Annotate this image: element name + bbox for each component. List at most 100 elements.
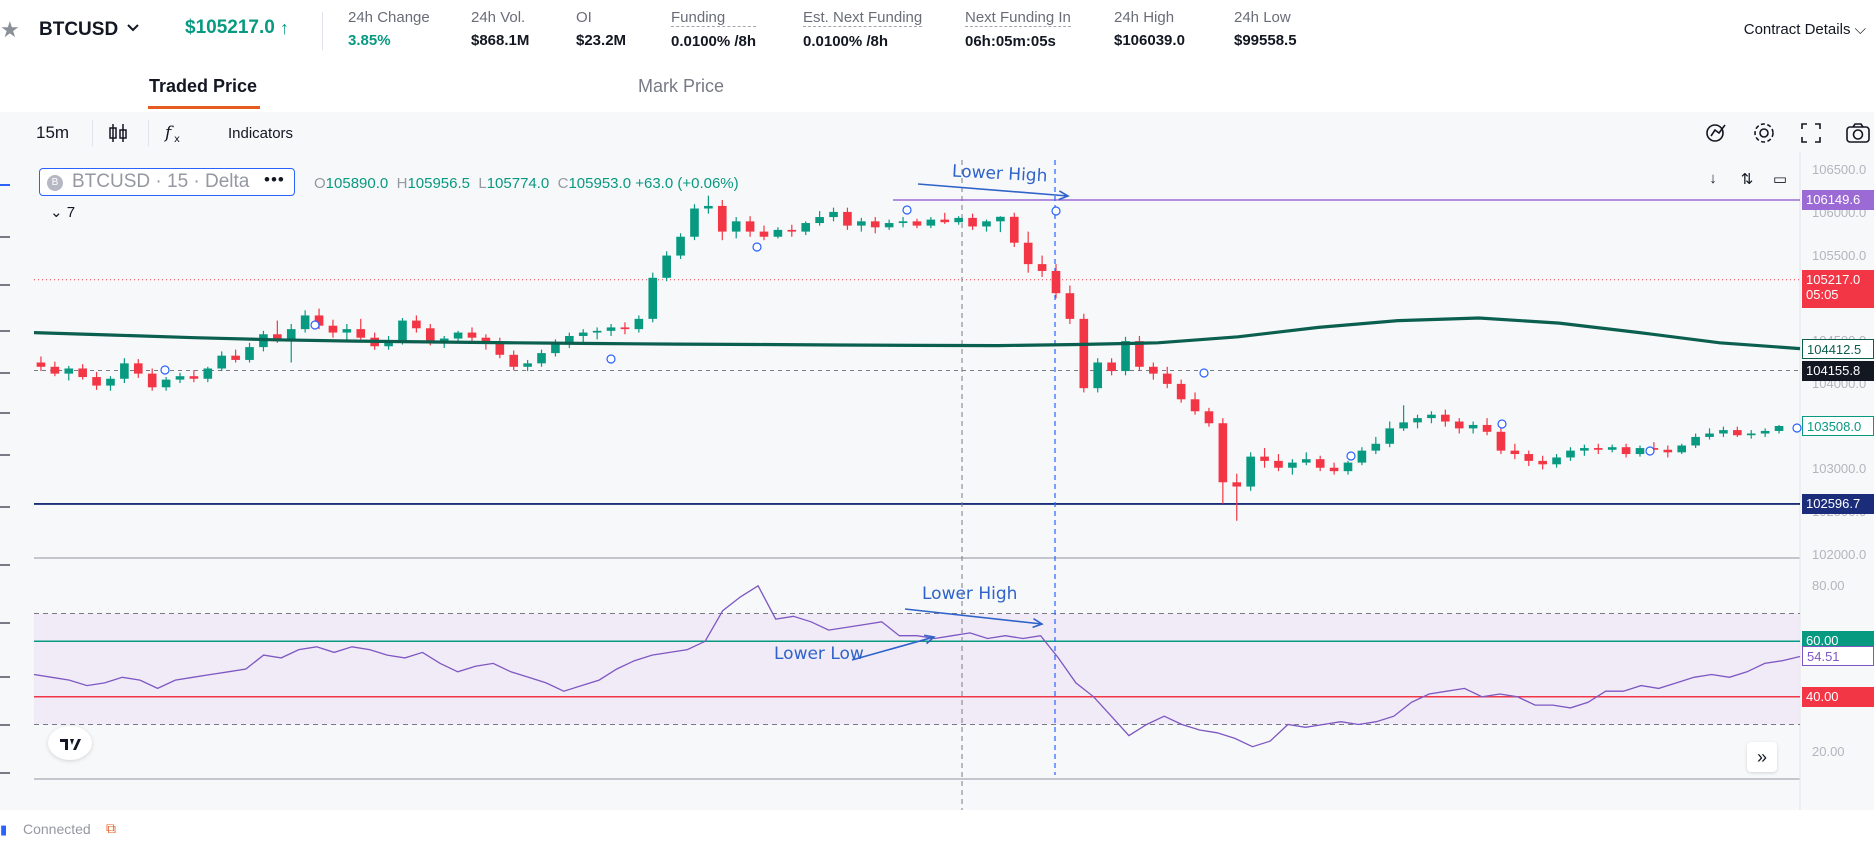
annotation-lower-high-rsi: Lower High [922,584,1018,604]
candle-body [1496,431,1506,451]
price-tag: 106149.6 [1802,189,1874,210]
candle-body [1552,457,1561,465]
gear-icon[interactable] [1750,119,1778,147]
stat-label: 24h Vol. [471,9,526,26]
candle-type-icon[interactable] [104,119,132,147]
tradingview-logo[interactable] [48,726,92,760]
eye-tool[interactable] [0,724,10,726]
stat-value: $99558.5 [1234,32,1297,49]
rsi-band [34,613,1800,725]
candle-body [1343,462,1353,472]
candle-body [1371,443,1381,451]
alert-icon[interactable] [1703,119,1731,147]
candle-body [342,329,352,333]
trade-marker [1346,451,1356,461]
more-options-icon[interactable]: ••• [264,170,285,189]
symbol-name[interactable]: BTCUSD [39,19,119,40]
symbol-legend[interactable] [39,168,295,196]
candle-body [189,376,199,379]
ohlc-values: O105890.0 H105956.5 L105774.0 C105953.0 … [314,175,739,192]
camera-icon[interactable] [1844,119,1872,147]
candle-body [328,325,338,333]
candle-body [1663,449,1673,453]
candle-body [1037,264,1047,271]
candle-body [829,211,838,218]
candle-body [1774,425,1784,431]
candle-body [425,328,435,343]
trade-marker [606,354,616,364]
stat-6: 24h High $106039.0 [1114,9,1185,49]
candle-body [1190,399,1200,412]
maximize-pane-icon[interactable]: ▭ [1772,171,1788,188]
candle-body [1162,373,1172,384]
candle-body [1746,433,1756,436]
divider [322,12,323,50]
candle-body [231,355,240,360]
chart-area[interactable] [0,152,1874,810]
magnet-tool[interactable] [0,622,10,624]
candle-body [467,332,477,338]
icon-tool[interactable] [0,454,10,456]
candle-body [1260,456,1269,461]
candle-body [398,320,407,342]
indicators-button[interactable]: Indicators [228,125,294,142]
price-chart[interactable] [0,152,1874,810]
candle-body [898,221,908,224]
bitcoin-icon: B [47,175,63,191]
candle-body [1691,436,1700,446]
candle-body [1107,362,1116,372]
chevron-down-icon: ⌵ [1854,21,1866,38]
candle-body [1482,424,1492,432]
candle-body [1760,430,1770,434]
fib-tool[interactable] [0,284,10,286]
interval-selector[interactable]: 15m [36,123,70,142]
candle-body [606,327,616,331]
brush-tool[interactable] [0,372,10,374]
svg-text:x: x [174,134,180,145]
candle-body [537,353,546,364]
candle-body [1274,460,1283,468]
trade-marker [1497,419,1507,429]
star-icon[interactable]: ★ [0,17,20,42]
lock-tool[interactable] [0,676,10,678]
ruler-tool[interactable] [0,506,10,508]
trend-line-tool[interactable] [0,236,10,238]
indicator-length[interactable]: ⌄ 7 [50,204,76,221]
tab-mark-price[interactable]: Mark Price [638,76,725,96]
candle-body [1427,414,1436,419]
collapse-icon[interactable]: ⇅ [1740,171,1754,188]
tab-traded-price[interactable]: Traded Price [149,76,258,96]
scroll-to-latest-button[interactable]: » [1747,742,1777,772]
zoom-tool[interactable] [0,564,10,566]
candle-body [690,208,699,237]
stat-4[interactable]: Est. Next Funding 0.0100% /8h [803,9,923,50]
stat-3[interactable]: Funding 0.0100% /8h [671,9,757,50]
annotation-arrow [904,608,1043,625]
trash-tool[interactable] [0,772,10,774]
candle-body [1149,366,1158,374]
candle-body [592,330,602,333]
text-tool[interactable] [0,412,10,414]
candle-body [1510,450,1520,455]
candle-body [759,231,769,237]
annotation-arrow-head [924,634,936,645]
contract-details-button[interactable]: Contract Details ⌵ [1743,21,1866,38]
candle-body [120,363,129,379]
stat-2: OI $23.2M [576,9,626,49]
candle-body [286,329,296,342]
annotation-arrow [851,636,935,661]
rsi-tag: 40.00 [1802,686,1874,707]
candle-body [1413,418,1422,423]
pattern-tool[interactable] [0,330,10,332]
chevron-down-icon[interactable] [125,20,141,36]
trade-marker [752,242,762,252]
crosshair-tool[interactable] [0,184,10,186]
arrow-down-icon[interactable]: ↓ [1709,170,1717,187]
candle-body [996,216,1005,222]
candle-body [78,368,87,378]
stat-5[interactable]: Next Funding In 06h:05m:05s [965,9,1071,50]
candle-body [1607,447,1617,450]
external-link-icon[interactable]: ⧉ [106,820,116,836]
fullscreen-icon[interactable] [1797,119,1825,147]
